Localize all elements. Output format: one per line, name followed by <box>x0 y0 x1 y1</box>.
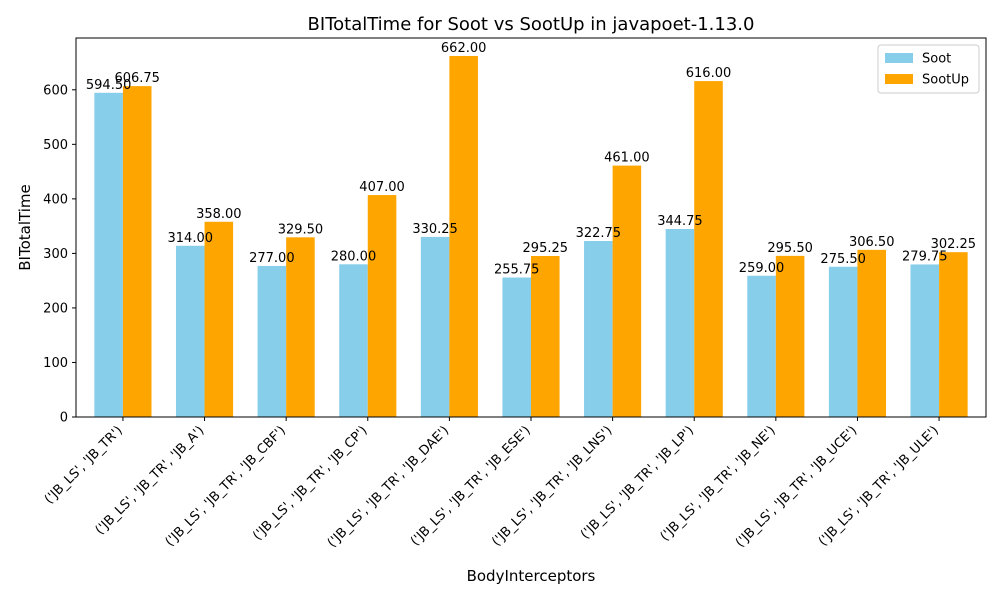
data-label-soot-8: 259.00 <box>739 261 785 276</box>
bar-sootup-8 <box>775 255 805 417</box>
data-label-sootup-9: 306.50 <box>849 235 895 250</box>
bar-soot-4 <box>420 236 450 417</box>
legend-label-sootup: SootUp <box>922 73 969 88</box>
bar-sootup-4 <box>449 55 478 418</box>
bar-soot-0 <box>94 92 123 417</box>
data-label-soot-2: 277.00 <box>249 251 295 266</box>
data-label-soot-0: 594.50 <box>86 78 132 93</box>
legend-label-soot: Soot <box>922 52 951 67</box>
x-axis: ('JB_LS', 'JB_TR')('JB_LS', 'JB_TR', 'JB… <box>42 417 942 551</box>
y-tick-label: 400 <box>43 192 68 207</box>
bar-soot-10 <box>910 264 940 417</box>
legend: Soot SootUp <box>877 44 980 94</box>
bar-soot-1 <box>175 245 205 417</box>
bar-soot-3 <box>339 264 368 417</box>
data-label-soot-7: 344.75 <box>657 214 703 229</box>
data-label-sootup-2: 329.50 <box>278 222 324 237</box>
bar-sootup-2 <box>286 237 315 417</box>
y-axis: 0 100 200 300 400 500 600 <box>43 83 76 426</box>
bar-sootup-10 <box>939 252 968 417</box>
data-label-soot-6: 322.75 <box>576 226 622 241</box>
bar-sootup-3 <box>367 195 397 417</box>
data-label-sootup-4: 662.00 <box>441 41 487 56</box>
bar-soot-5 <box>502 277 531 417</box>
data-label-soot-5: 255.75 <box>494 263 540 278</box>
bar-soot-8 <box>747 275 776 417</box>
data-label-sootup-8: 295.50 <box>767 241 813 256</box>
data-label-sootup-0: 606.75 <box>114 71 160 86</box>
data-label-sootup-6: 461.00 <box>604 151 650 166</box>
data-label-sootup-7: 616.00 <box>686 66 732 81</box>
bar-sootup-5 <box>531 255 560 417</box>
chart-title: BITotalTime for Soot vs SootUp in javapo… <box>308 14 755 35</box>
data-label-soot-10: 279.75 <box>902 249 948 264</box>
bar-sootup-6 <box>612 165 642 417</box>
bar-sootup-0 <box>122 86 152 417</box>
bar-sootup-7 <box>694 81 723 418</box>
bars-group <box>94 55 968 418</box>
data-label-soot-4: 330.25 <box>412 222 458 237</box>
legend-swatch-soot <box>885 53 913 63</box>
y-tick-label: 500 <box>43 138 68 153</box>
bar-soot-6 <box>584 240 613 417</box>
bar-soot-2 <box>257 265 287 417</box>
data-labels-group: 594.50 314.00 277.00 280.00 330.25 255.75 322.… <box>86 41 976 278</box>
data-label-sootup-10: 302.25 <box>931 237 977 252</box>
y-tick-label: 100 <box>43 356 68 371</box>
y-tick-label: 600 <box>43 83 68 98</box>
y-axis-label: BITotalTime <box>16 184 34 270</box>
legend-swatch-sootup <box>885 74 913 84</box>
bar-sootup-1 <box>204 221 234 417</box>
bar-sootup-9 <box>857 249 887 417</box>
data-label-sootup-5: 295.25 <box>523 241 569 256</box>
data-label-soot-9: 275.50 <box>820 252 866 267</box>
data-label-soot-1: 314.00 <box>168 231 214 246</box>
y-tick-label: 200 <box>43 301 68 316</box>
plot-frame <box>75 37 987 418</box>
bar-soot-9 <box>828 266 858 417</box>
data-label-sootup-3: 407.00 <box>359 180 405 195</box>
x-tick-label: ('JB_LS', 'JB_TR') <box>42 423 126 507</box>
data-label-soot-3: 280.00 <box>331 249 377 264</box>
bar-soot-7 <box>665 228 695 417</box>
x-axis-label: BodyInterceptors <box>467 567 596 585</box>
y-tick-label: 300 <box>43 247 68 262</box>
data-label-sootup-1: 358.00 <box>196 207 242 222</box>
y-tick-label: 0 <box>60 411 68 426</box>
